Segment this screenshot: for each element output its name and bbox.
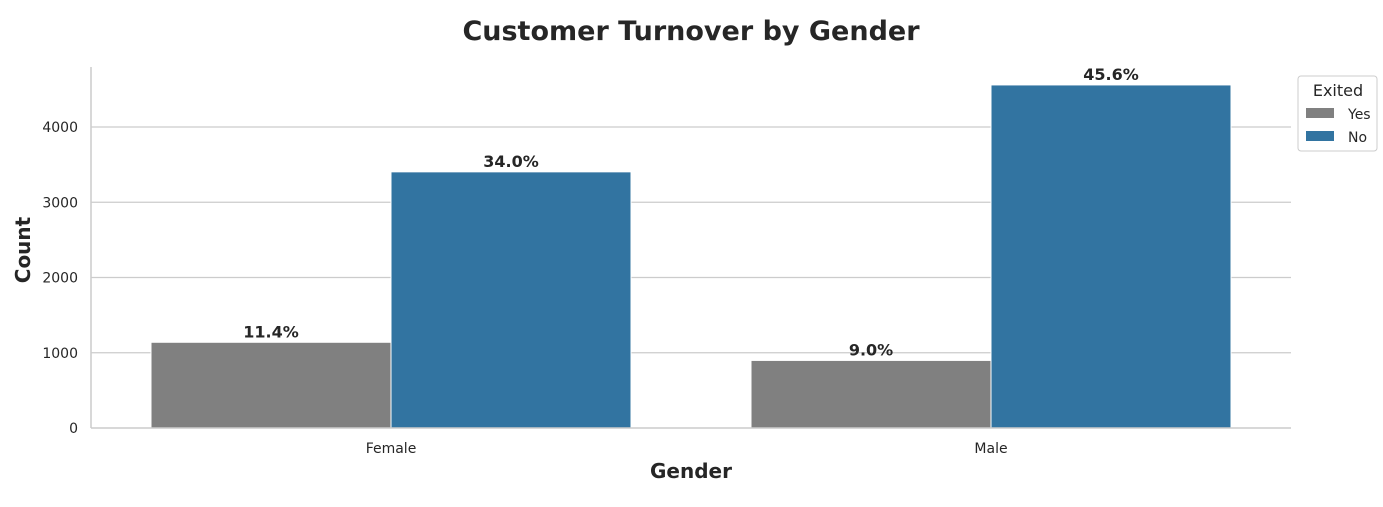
y-tick-label: 0 <box>69 421 78 437</box>
bar-value-label: 9.0% <box>849 340 893 359</box>
legend-label-no: No <box>1348 130 1367 146</box>
legend-swatch-yes <box>1306 108 1334 118</box>
bar-value-label: 45.6% <box>1083 65 1139 84</box>
bars <box>150 84 1232 429</box>
legend-title: Exited <box>1313 81 1363 100</box>
x-tick-label: Male <box>974 441 1007 457</box>
bar-yes-female <box>150 341 392 429</box>
x-tick-labels: Female Male <box>366 441 1008 457</box>
legend: Exited Yes No <box>1297 75 1378 152</box>
y-axis-label: Count <box>11 216 35 283</box>
y-tick-label: 3000 <box>42 195 78 211</box>
bar-value-label: 34.0% <box>483 152 539 171</box>
y-tick-label: 4000 <box>42 120 78 136</box>
x-axis-label: Gender <box>650 459 732 483</box>
x-tick-label: Female <box>366 441 417 457</box>
bar-no-male <box>990 84 1232 429</box>
y-tick-labels: 0 1000 2000 3000 4000 <box>42 120 78 437</box>
bar-value-label: 11.4% <box>243 322 299 341</box>
legend-swatch-no <box>1306 131 1334 141</box>
bar-yes-male <box>750 359 992 429</box>
bar-no-female <box>390 171 632 429</box>
y-tick-label: 2000 <box>42 271 78 287</box>
y-tick-label: 1000 <box>42 346 78 362</box>
bar-labels: 11.4% 34.0% 9.0% 45.6% <box>243 65 1139 359</box>
chart-title: Customer Turnover by Gender <box>462 16 920 47</box>
legend-label-yes: Yes <box>1347 107 1371 123</box>
